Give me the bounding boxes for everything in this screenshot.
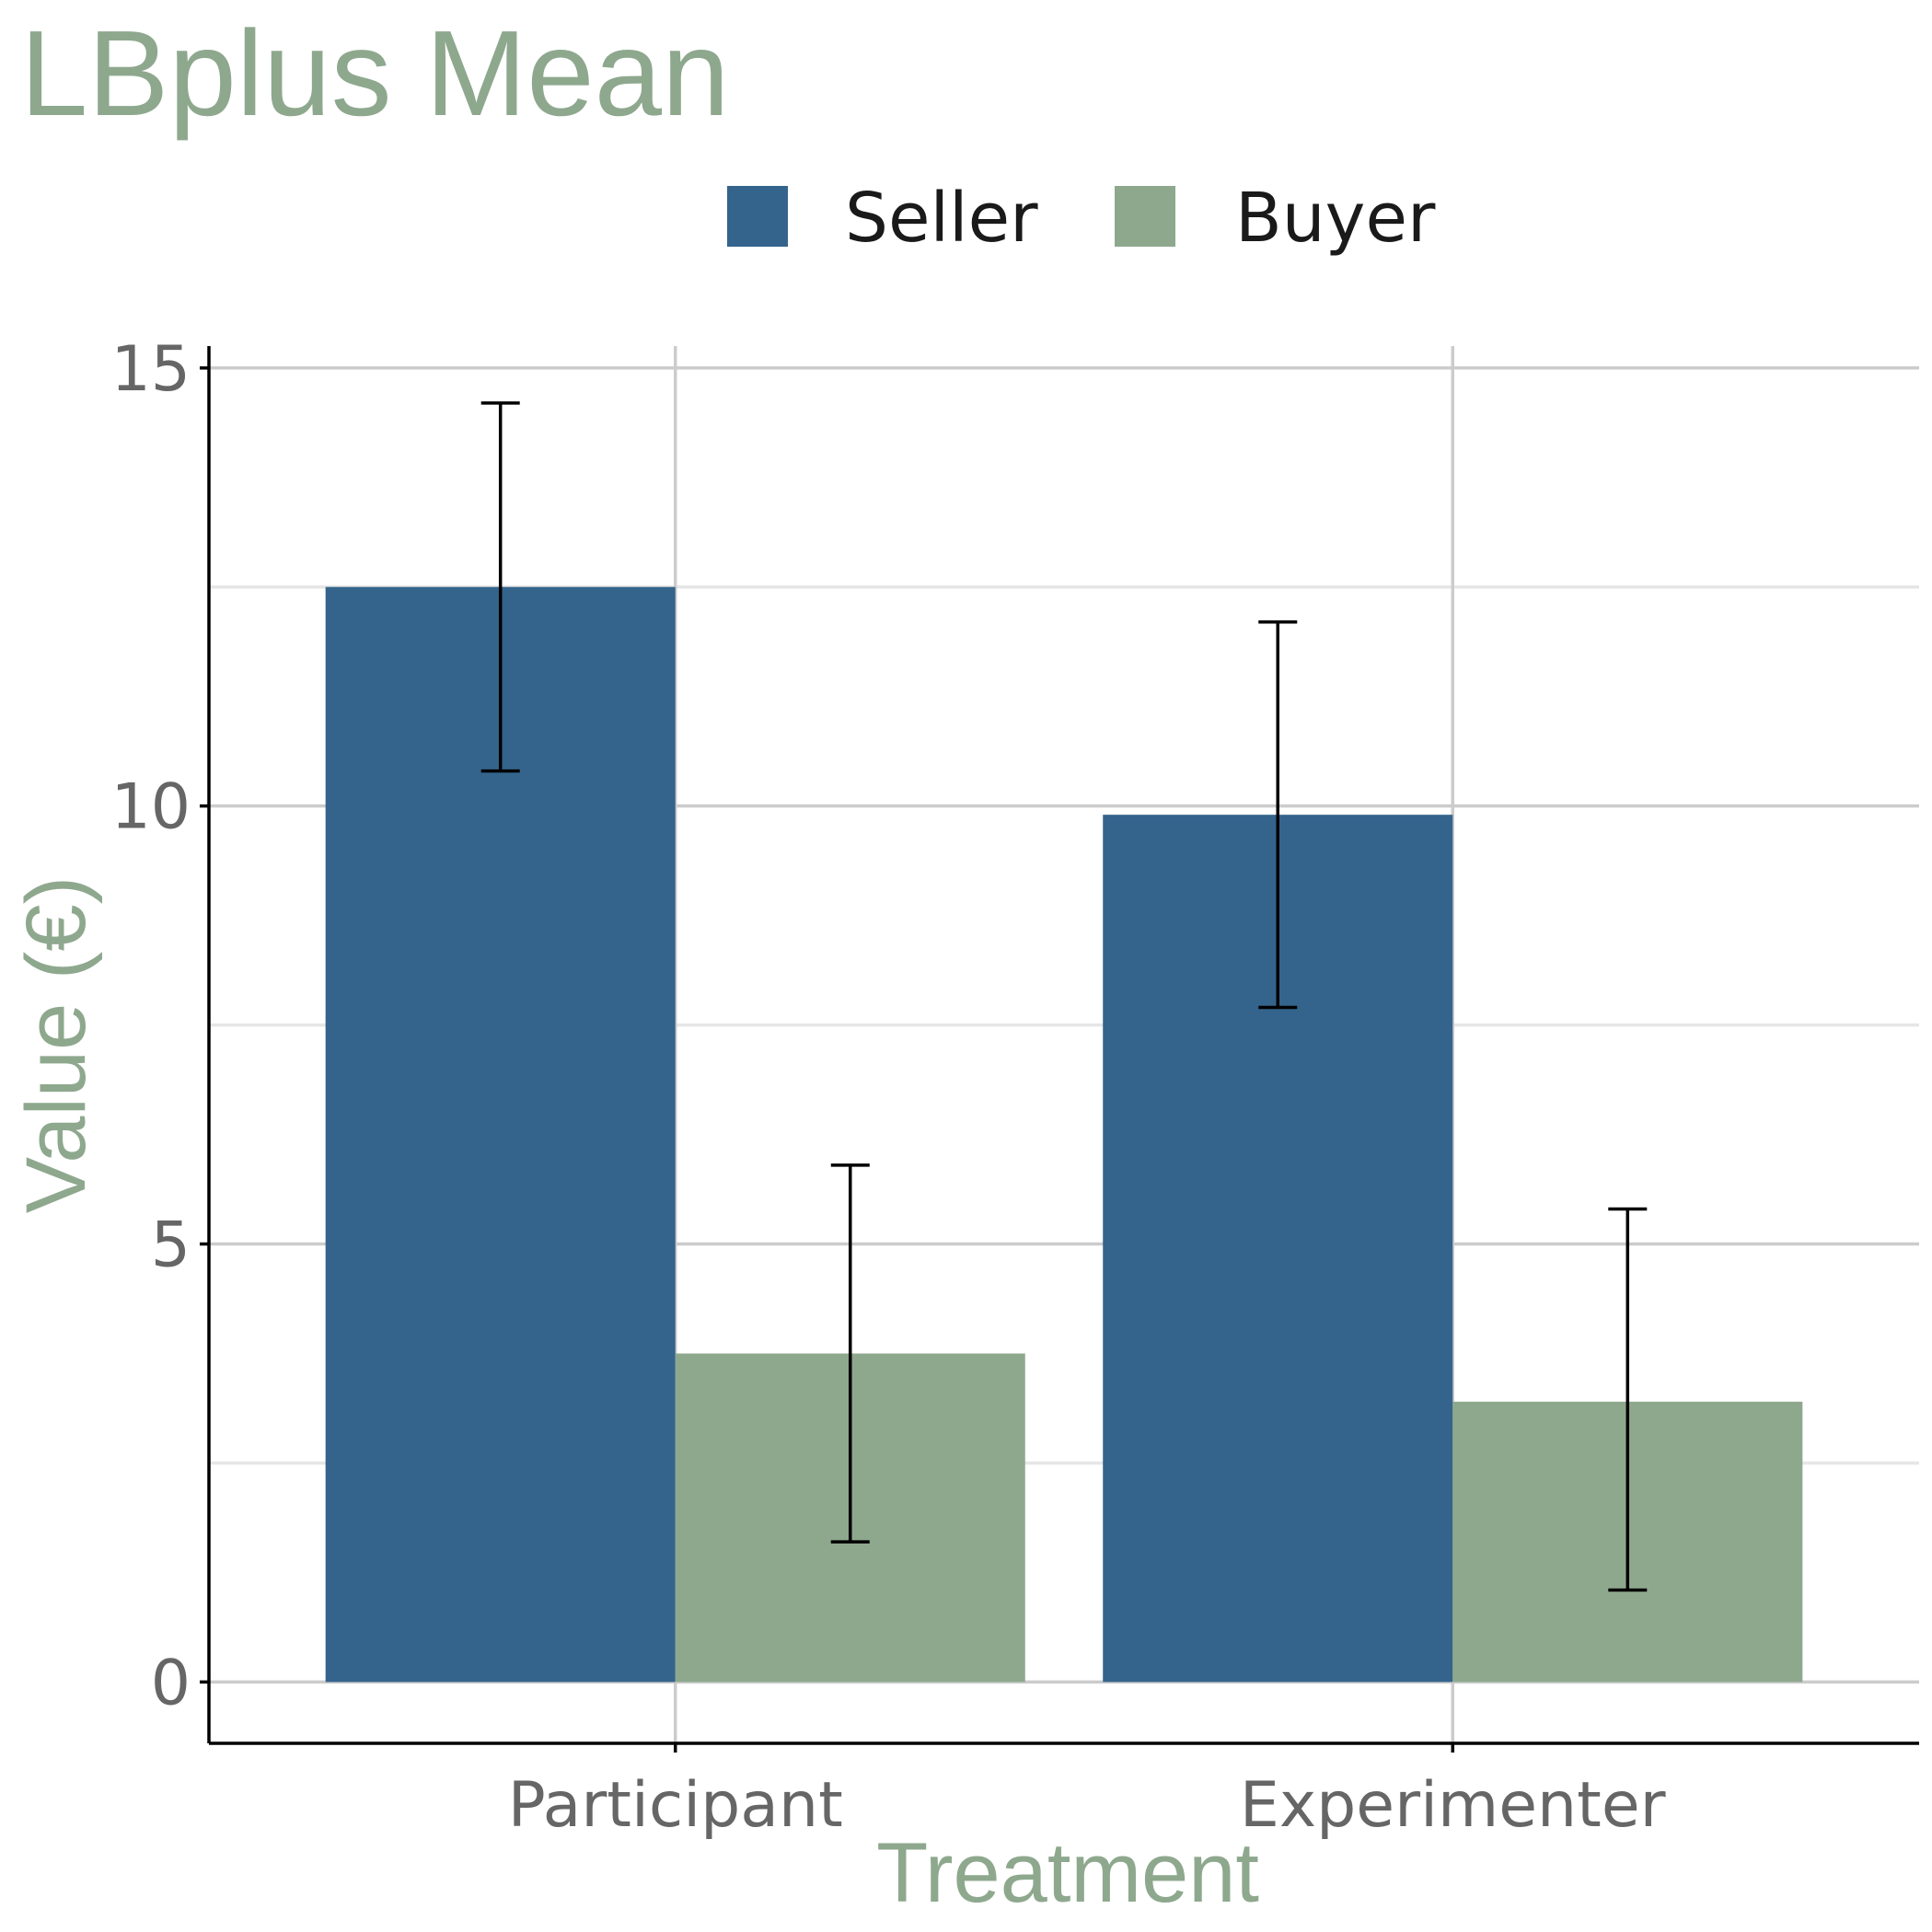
y-tick-label: 0 [151, 1647, 191, 1719]
x-tick-label: Experimenter [1240, 1769, 1666, 1842]
bars [325, 586, 1803, 1683]
error-bars [480, 401, 1648, 1592]
x-axis-title: Treatment [876, 1826, 1259, 1920]
error-bar-buyer-participant [830, 1163, 870, 1544]
error-bar-seller-experimenter [1258, 620, 1298, 1010]
legend-label-buyer: Buyer [1235, 179, 1436, 258]
y-tick-label: 15 [110, 333, 191, 406]
error-bar-buyer-experimenter [1608, 1207, 1648, 1592]
x-axis-ticks: Participant Experimenter [508, 1743, 1666, 1842]
y-axis-ticks: 0 5 10 15 [110, 333, 209, 1719]
legend: Seller Buyer [727, 179, 1436, 258]
x-tick-label: Participant [508, 1769, 843, 1842]
y-tick-label: 10 [110, 771, 191, 844]
y-tick-label: 5 [151, 1209, 191, 1282]
error-bar-seller-participant [480, 401, 520, 773]
chart-title: LBplus Mean [20, 6, 729, 141]
legend-swatch-seller [727, 186, 788, 247]
legend-label-seller: Seller [845, 179, 1038, 258]
y-axis-title: Value (€) [9, 876, 103, 1213]
legend-swatch-buyer [1115, 186, 1175, 247]
